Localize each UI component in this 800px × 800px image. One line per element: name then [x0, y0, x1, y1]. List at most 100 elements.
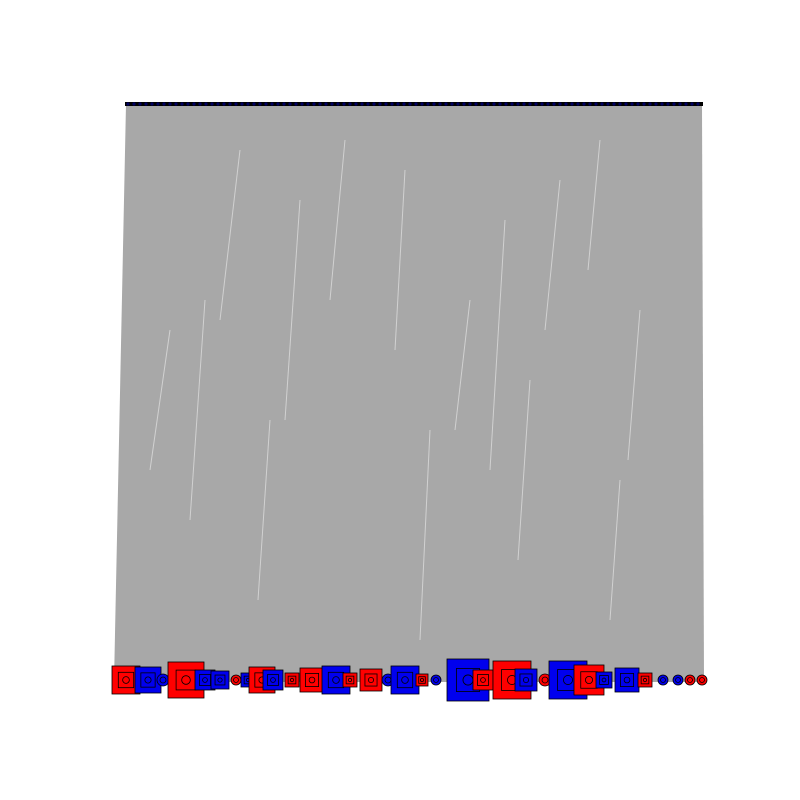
top-node-dot	[660, 102, 664, 106]
bottom-node-inner-circle	[270, 677, 276, 683]
top-node-dot	[492, 102, 496, 106]
bottom-node-outer-square	[299, 667, 325, 693]
top-node-dot	[678, 102, 682, 106]
bottom-node-inner-square	[267, 674, 279, 686]
bottom-node	[595, 671, 613, 689]
bottom-node-outer-square	[359, 668, 383, 692]
top-node-dot	[312, 102, 316, 106]
top-node-dot	[504, 102, 508, 106]
top-node-dot	[288, 102, 292, 106]
edge-highlight-line	[587, 139, 601, 271]
top-node-dot	[378, 102, 382, 106]
top-node-dot	[168, 102, 172, 106]
top-node-dot	[450, 102, 454, 106]
bottom-node	[156, 673, 170, 687]
bottom-node-outer-square	[614, 667, 640, 693]
top-node-dot	[174, 102, 178, 106]
edge-highlight-line	[284, 199, 301, 421]
top-node-dot	[132, 102, 136, 106]
bottom-node-inner-circle	[217, 677, 223, 683]
bottom-node-inner-circle	[401, 676, 409, 684]
top-node-dot	[324, 102, 328, 106]
top-node-row	[125, 102, 703, 106]
bottom-node-inner-circle	[642, 677, 648, 683]
top-node-dot	[654, 102, 658, 106]
top-node-dot	[528, 102, 532, 106]
bottom-node-inner-circle	[601, 677, 607, 683]
bottom-node-inner-circle	[308, 676, 316, 684]
top-node-dot	[138, 102, 142, 106]
bottom-node-inner-circle	[144, 676, 152, 684]
top-node-dot	[618, 102, 622, 106]
bottom-node-inner-square	[345, 675, 355, 685]
bottom-node-inner-square	[364, 673, 378, 687]
top-node-dot	[228, 102, 232, 106]
bottom-node-inner-circle	[159, 676, 167, 684]
bottom-node-inner-square	[396, 671, 414, 689]
top-node-dot	[666, 102, 670, 106]
top-node-dot	[690, 102, 694, 106]
top-node-dot	[360, 102, 364, 106]
bottom-node	[514, 668, 538, 692]
top-node-dot	[648, 102, 652, 106]
top-node-dot	[612, 102, 616, 106]
bottom-node-outer-square	[390, 665, 420, 695]
top-node-dot	[498, 102, 502, 106]
top-node-dot	[246, 102, 250, 106]
bottom-node-outer-square	[342, 672, 358, 688]
top-node-dot	[606, 102, 610, 106]
bottom-node	[415, 673, 429, 687]
top-node-dot	[486, 102, 490, 106]
bottom-node-inner-circle	[541, 676, 549, 684]
bottom-node-outer-circle	[684, 674, 696, 686]
top-node-dot	[330, 102, 334, 106]
top-node-dot	[522, 102, 526, 106]
bottom-node-inner-square	[117, 671, 135, 689]
top-node-dot	[276, 102, 280, 106]
top-node-dot	[630, 102, 634, 106]
top-node-dot	[180, 102, 184, 106]
bottom-node-inner-square	[214, 674, 226, 686]
bottom-node-inner-circle	[675, 677, 681, 683]
top-node-dot	[366, 102, 370, 106]
bottom-node-inner-circle	[660, 677, 666, 683]
top-node-dot	[684, 102, 688, 106]
bottom-node-outer-circle	[672, 674, 684, 686]
top-node-dot	[444, 102, 448, 106]
top-node-dot	[438, 102, 442, 106]
bottom-node	[390, 665, 420, 695]
top-node-dot	[270, 102, 274, 106]
top-node-dot	[474, 102, 478, 106]
top-node-dot	[354, 102, 358, 106]
bottom-node-inner-square	[599, 675, 609, 685]
edge-highlight-line	[517, 379, 531, 561]
top-node-dot	[252, 102, 256, 106]
edge-highlight-line	[544, 179, 561, 331]
edge-highlight-line	[189, 299, 206, 521]
top-node-dot	[570, 102, 574, 106]
top-node-dot	[552, 102, 556, 106]
top-node-dot	[264, 102, 268, 106]
bottom-node-inner-circle	[687, 677, 693, 683]
bottom-node-outer-square	[492, 660, 532, 700]
top-node-dot	[210, 102, 214, 106]
top-node-dot	[426, 102, 430, 106]
top-node-dot	[192, 102, 196, 106]
top-node-dot	[126, 102, 130, 106]
edge-highlight-line	[609, 479, 621, 621]
bottom-node-inner-circle	[522, 676, 530, 684]
bottom-node	[284, 672, 300, 688]
top-node-dot	[348, 102, 352, 106]
top-node-dot	[162, 102, 166, 106]
top-node-dot	[306, 102, 310, 106]
top-node-dot	[432, 102, 436, 106]
top-node-dot	[216, 102, 220, 106]
bottom-node-inner-square	[620, 673, 635, 688]
top-node-dot	[318, 102, 322, 106]
bottom-node-inner-circle	[433, 677, 439, 683]
bottom-node-inner-circle	[289, 677, 295, 683]
bottom-node-inner-circle	[181, 675, 191, 685]
bottom-node-outer-circle	[696, 674, 708, 686]
top-node-dot	[594, 102, 598, 106]
bottom-node-inner-circle	[480, 677, 486, 683]
